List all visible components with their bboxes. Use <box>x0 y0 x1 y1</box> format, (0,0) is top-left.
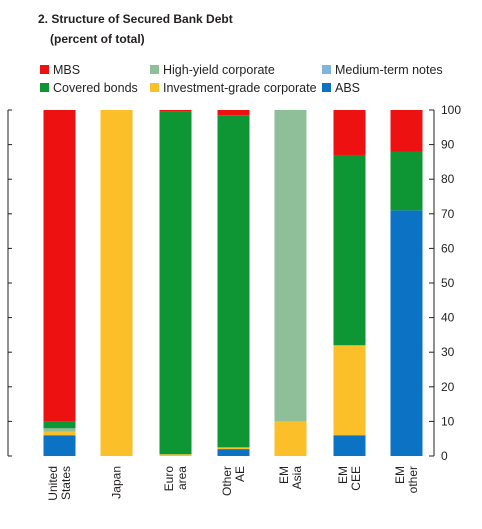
x-tick-label-line: other <box>406 466 420 493</box>
bar-segment-united-states-abs <box>43 435 76 456</box>
legend-item-mbs: MBS <box>40 63 80 77</box>
legend-label: Covered bonds <box>53 81 138 95</box>
x-tick-label-em-asia: EMAsia <box>277 466 304 490</box>
legend-swatch <box>150 83 159 92</box>
legend-label: MBS <box>53 63 81 77</box>
x-tick-label-line: Asia <box>290 466 304 490</box>
x-tick-label-line: Euro <box>162 466 176 492</box>
x-tick-label-line: area <box>175 466 189 490</box>
bar-segment-euro-area-investment-grade-corporate <box>159 454 192 456</box>
bar-segment-japan-investment-grade-corporate <box>100 110 133 456</box>
y-tick-label: 40 <box>441 311 455 325</box>
y-tick-label: 90 <box>441 138 455 152</box>
bar-segment-other-ae-mbs <box>217 110 250 116</box>
bar-segment-em-asia-high-yield-corporate <box>274 110 307 422</box>
legend-label: Medium-term notes <box>335 63 443 77</box>
bar-segment-united-states-covered-bonds <box>43 421 76 429</box>
bar-segment-euro-area-covered-bonds <box>159 111 192 455</box>
legend-item-medium-term-notes: Medium-term notes <box>322 63 443 77</box>
bar-segment-other-ae-abs <box>217 449 250 456</box>
x-tick-label-line: EM <box>336 466 350 484</box>
bar-segment-em-cee-investment-grade-corporate <box>333 345 366 436</box>
y-tick-label: 60 <box>441 241 455 255</box>
bar-segment-em-other-abs <box>390 210 423 456</box>
chart-title: 2. Structure of Secured Bank Debt <box>38 12 233 26</box>
legend-swatch <box>322 83 331 92</box>
legend-swatch <box>40 83 49 92</box>
x-tick-label-em-other: EMother <box>393 466 420 493</box>
y-tick-label: 70 <box>441 207 455 221</box>
y-tick-label: 20 <box>441 380 455 394</box>
x-tick-label-united-states: UnitedStates <box>46 466 73 501</box>
x-tick-label-line: CEE <box>349 466 363 491</box>
y-tick-label: 80 <box>441 172 455 186</box>
x-tick-label-line: Japan <box>110 466 124 499</box>
x-tick-label-line: States <box>59 466 73 500</box>
legend-label: High-yield corporate <box>163 63 275 77</box>
legend-item-investment-grade-corporate: Investment-grade corporate <box>150 81 317 95</box>
legend-swatch <box>40 65 49 74</box>
bar-segment-em-cee-mbs <box>333 110 366 155</box>
legend-item-high-yield-corporate: High-yield corporate <box>150 63 275 77</box>
chart-subtitle: (percent of total) <box>50 32 145 46</box>
bar-segment-united-states-mbs <box>43 110 76 422</box>
legend-label: ABS <box>335 81 361 95</box>
legend-swatch <box>150 65 159 74</box>
bar-segment-em-other-mbs <box>390 110 423 152</box>
bar-segment-em-asia-investment-grade-corporate <box>274 421 307 456</box>
bar-segment-em-other-covered-bonds <box>390 151 423 211</box>
x-tick-label-line: United <box>46 466 60 501</box>
legend-item-abs: ABS <box>322 81 360 95</box>
x-tick-label-japan: Japan <box>110 466 124 499</box>
y-tick-label: 10 <box>441 414 455 428</box>
y-tick-label: 0 <box>441 449 448 463</box>
bar-segment-other-ae-covered-bonds <box>217 115 250 448</box>
bar-segment-em-cee-abs <box>333 435 366 456</box>
y-tick-label: 50 <box>441 276 455 290</box>
bar-segment-united-states-investment-grade-corporate <box>43 431 76 436</box>
legend-item-covered-bonds: Covered bonds <box>40 81 138 95</box>
x-tick-label-line: EM <box>393 466 407 484</box>
x-tick-label-line: AE <box>233 466 247 482</box>
x-tick-label-euro-area: Euroarea <box>162 466 189 492</box>
x-tick-label-line: EM <box>277 466 291 484</box>
y-tick-label: 30 <box>441 345 455 359</box>
y-tick-label: 100 <box>441 103 461 117</box>
bar-segment-united-states-high-yield-corporate <box>43 428 76 432</box>
bar-segment-euro-area-mbs <box>159 110 192 112</box>
bar-segment-other-ae-investment-grade-corporate <box>217 447 250 450</box>
legend-label: Investment-grade corporate <box>163 81 317 95</box>
legend-swatch <box>322 65 331 74</box>
x-tick-label-em-cee: EMCEE <box>336 466 363 491</box>
x-tick-label-line: Other <box>220 466 234 496</box>
x-tick-label-other-ae: OtherAE <box>220 466 247 496</box>
bar-segment-em-cee-covered-bonds <box>333 154 366 346</box>
